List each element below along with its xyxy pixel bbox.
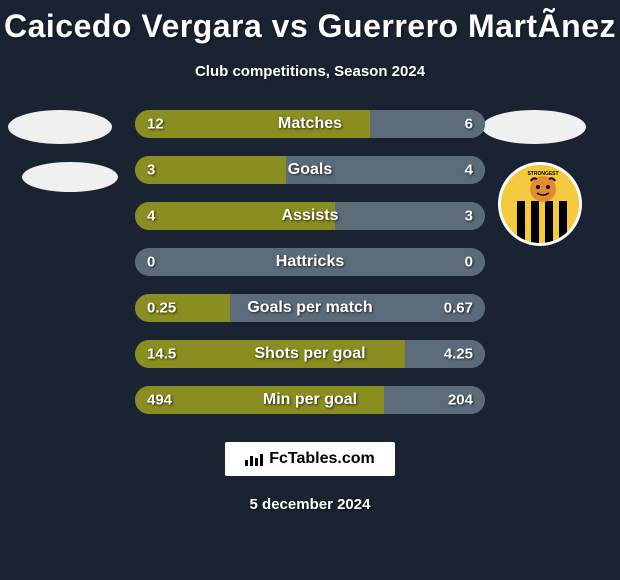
svg-text:STRONGEST: STRONGEST (527, 171, 558, 177)
stat-value-right: 6 (465, 116, 473, 133)
stat-row: 12 Matches 6 (135, 110, 485, 138)
stat-row: 0.25 Goals per match 0.67 (135, 294, 485, 322)
decorative-oval (482, 110, 586, 144)
stat-label: Shots per goal (254, 345, 365, 363)
stat-bar-right (335, 202, 486, 230)
footer-date: 5 december 2024 (250, 496, 371, 513)
stat-row: 494 Min per goal 204 (135, 386, 485, 414)
footer-brand-text: FcTables.com (269, 450, 375, 468)
page-title: Caicedo Vergara vs Guerrero MartÃ­nez (4, 8, 616, 45)
stat-value-right: 3 (465, 208, 473, 225)
page-subtitle: Club competitions, Season 2024 (195, 63, 425, 80)
stat-label: Assists (282, 207, 339, 225)
stat-rows: 12 Matches 6 3 Goals 4 4 Assists 3 0 Hattricks 0 0.2… (0, 110, 620, 414)
stat-row: 14.5 Shots per goal 4.25 (135, 340, 485, 368)
stat-value-left: 14.5 (147, 346, 176, 363)
stat-label: Matches (278, 115, 342, 133)
decorative-oval (22, 162, 118, 192)
stat-value-right: 4 (465, 162, 473, 179)
stat-value-right: 4.25 (444, 346, 473, 363)
stat-row: 4 Assists 3 (135, 202, 485, 230)
stat-row: 0 Hattricks 0 (135, 248, 485, 276)
stat-value-right: 0 (465, 254, 473, 271)
stat-label: Goals (288, 161, 332, 179)
stat-value-right: 0.67 (444, 300, 473, 317)
stat-bar-left (135, 156, 286, 184)
stat-value-right: 204 (448, 392, 473, 409)
stat-label: Min per goal (263, 391, 357, 409)
stat-value-left: 0.25 (147, 300, 176, 317)
chart-icon (245, 452, 263, 466)
stat-label: Goals per match (247, 299, 372, 317)
club-badge: STRONGEST (498, 162, 582, 246)
stat-row: 3 Goals 4 (135, 156, 485, 184)
stat-value-left: 0 (147, 254, 155, 271)
stat-value-left: 4 (147, 208, 155, 225)
stat-value-left: 3 (147, 162, 155, 179)
stat-value-left: 12 (147, 116, 164, 133)
stat-label: Hattricks (276, 253, 344, 271)
decorative-oval (8, 110, 112, 144)
stat-value-left: 494 (147, 392, 172, 409)
stats-area: STRONGEST 12 Matches 6 3 Goals 4 4 Assists 3 0 Hat… (0, 110, 620, 414)
footer-brand: FcTables.com (225, 442, 395, 476)
